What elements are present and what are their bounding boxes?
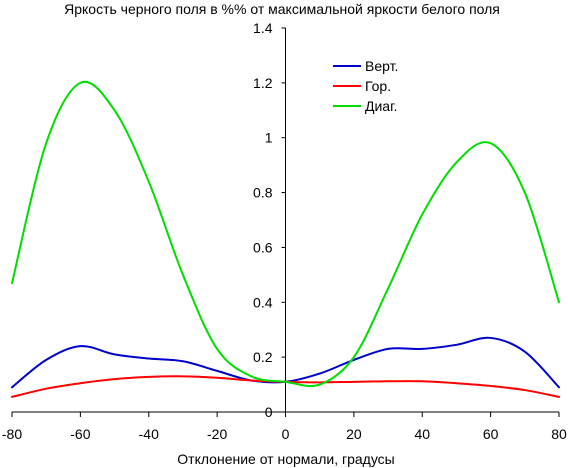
y-tick-label: 1	[265, 130, 273, 146]
y-tick-label: 0.6	[253, 239, 273, 255]
x-axis-label: Отклонение от нормали, градусы	[177, 451, 394, 467]
x-tick-label: -80	[2, 426, 22, 442]
legend-label-diag: Диаг.	[365, 98, 397, 114]
y-tick-label: 0.2	[253, 349, 273, 365]
x-tick-label: -20	[207, 426, 227, 442]
legend-label-vert: Верт.	[365, 58, 398, 74]
plot-area: -80 -60 -40 -20 0 20 40 60 80 0 0.2 0.4 0.6 0.8 1 1.2 1.…	[2, 20, 567, 442]
y-tick-label: 0.8	[253, 185, 273, 201]
x-tick-label: 40	[414, 426, 430, 442]
x-tick-label: 80	[551, 426, 567, 442]
y-tick-label: 0	[265, 404, 273, 420]
series-line-diag	[11, 80, 560, 388]
x-tick-label: 0	[282, 426, 290, 442]
x-tick-label: -60	[70, 426, 90, 442]
y-tick-label: 0.4	[253, 294, 273, 310]
y-tick-label: 1.4	[253, 20, 273, 36]
x-tick-label: 60	[483, 426, 499, 442]
y-tick-label: 1.2	[253, 75, 273, 91]
chart-title: Яркость черного поля в %% от максимально…	[64, 1, 500, 17]
x-tick-label: -40	[139, 426, 159, 442]
legend-label-hor: Гор.	[365, 78, 391, 94]
x-tick-label: 20	[346, 426, 362, 442]
